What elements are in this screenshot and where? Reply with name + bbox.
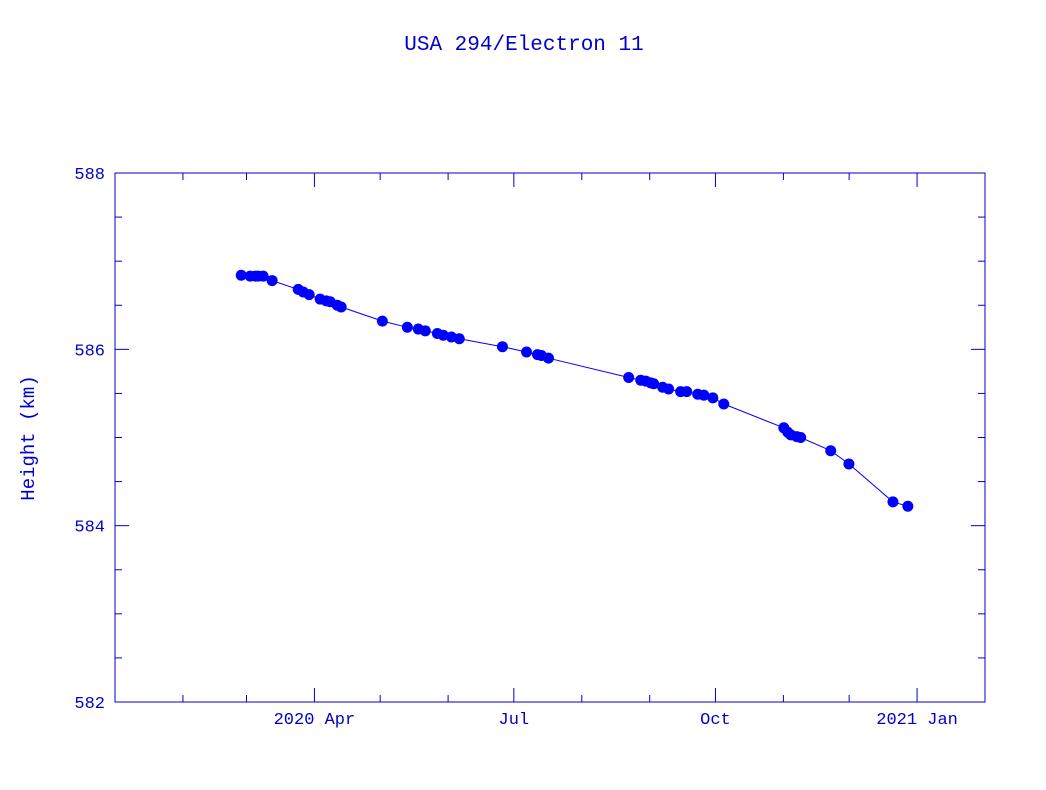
data-point bbox=[521, 346, 533, 358]
y-axis-label: Height (km) bbox=[18, 375, 40, 500]
x-tick-label: Oct bbox=[700, 711, 731, 730]
data-point bbox=[257, 270, 269, 282]
data-point bbox=[887, 496, 899, 508]
data-point bbox=[795, 432, 807, 443]
y-tick-label: 584 bbox=[74, 519, 105, 538]
data-point bbox=[496, 341, 508, 353]
y-tick-label: 582 bbox=[74, 695, 105, 714]
data-point bbox=[681, 386, 693, 398]
data-point bbox=[376, 315, 388, 327]
plot-frame bbox=[114, 172, 986, 703]
data-point bbox=[266, 275, 278, 287]
y-tick-label: 586 bbox=[74, 342, 105, 361]
data-point bbox=[419, 325, 431, 337]
data-point bbox=[825, 445, 837, 457]
data-point bbox=[698, 389, 710, 401]
data-point bbox=[707, 392, 719, 404]
data-point bbox=[235, 269, 247, 281]
x-tick-label: 2021 Jan bbox=[876, 711, 958, 730]
chart-title: USA 294/Electron 11 bbox=[404, 34, 643, 57]
x-tick-label: Jul bbox=[499, 711, 530, 730]
data-point bbox=[718, 398, 730, 410]
data-point bbox=[623, 372, 635, 384]
data-point bbox=[542, 352, 554, 364]
data-point bbox=[648, 378, 660, 390]
data-point bbox=[663, 383, 675, 395]
data-point bbox=[902, 500, 914, 512]
data-point bbox=[401, 321, 413, 333]
data-point bbox=[453, 333, 465, 345]
data-point bbox=[303, 289, 315, 301]
data-point bbox=[335, 301, 347, 313]
data-point bbox=[843, 458, 855, 470]
x-tick-label: 2020 Apr bbox=[274, 711, 356, 730]
y-tick-label: 588 bbox=[74, 166, 105, 185]
